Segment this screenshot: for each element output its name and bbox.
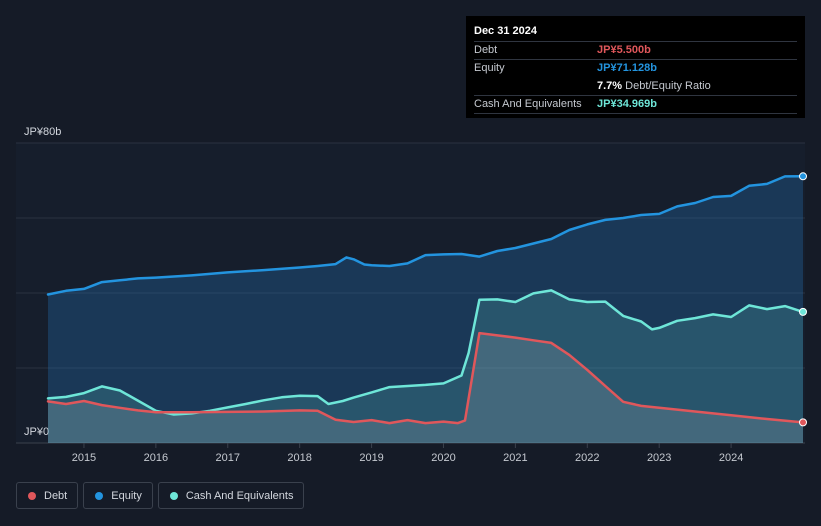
tooltip-debt-value: JP¥5.500b: [597, 44, 651, 56]
legend-item-equity[interactable]: Equity: [83, 482, 153, 509]
cash-area: [48, 290, 803, 443]
debt-area: [48, 333, 803, 443]
legend-debt-label: Debt: [44, 489, 68, 502]
tooltip-equity-label: Equity: [474, 62, 505, 74]
x-tick-label: 2021: [503, 452, 527, 464]
x-tick-label: 2016: [144, 452, 168, 464]
equity-area: [48, 176, 803, 444]
tooltip-date: Dec 31 2024: [474, 25, 537, 37]
cash-end-marker: [799, 307, 807, 316]
tooltip-ratio-label: Debt/Equity Ratio: [625, 80, 711, 92]
cash-line: [46, 289, 805, 416]
legend-item-debt[interactable]: Debt: [16, 482, 79, 509]
tooltip-equity-row: Equity JP¥71.128b: [474, 59, 797, 77]
debt-line: [46, 331, 805, 425]
tooltip-ratio-row: 7.7% Debt/Equity Ratio: [474, 77, 797, 95]
x-tick-label: 2022: [575, 452, 599, 464]
y-axis-top-label: JP¥80b: [24, 126, 61, 138]
x-tick-label: 2019: [359, 452, 383, 464]
x-tick-label: 2020: [431, 452, 455, 464]
tooltip-ratio-value: 7.7%: [597, 80, 623, 92]
y-axis-bottom-label: JP¥0: [24, 426, 49, 438]
tooltip-debt-label: Debt: [474, 44, 498, 56]
x-tick-label: 2024: [719, 452, 743, 464]
legend-cash-label: Cash And Equivalents: [185, 489, 294, 502]
chart-tooltip: Dec 31 2024 Debt JP¥5.500b Equity JP¥71.…: [466, 16, 805, 118]
equity-end-marker: [799, 172, 807, 181]
chart-legend: Debt Equity Cash And Equivalents: [16, 482, 309, 509]
legend-item-cash[interactable]: Cash And Equivalents: [157, 482, 305, 509]
x-tick-label: 2023: [647, 452, 671, 464]
legend-debt-dot-icon: [28, 491, 36, 500]
tooltip-cash-label: Cash And Equivalents: [474, 98, 582, 110]
equity-line: [46, 175, 805, 296]
tooltip-cash-row: Cash And Equivalents JP¥34.969b: [474, 95, 797, 114]
debt-end-marker: [799, 418, 807, 427]
tooltip-equity-value: JP¥71.128b: [597, 62, 657, 74]
legend-cash-dot-icon: [169, 491, 178, 500]
x-tick-label: 2015: [72, 452, 96, 464]
legend-equity-label: Equity: [111, 489, 142, 502]
x-tick-label: 2018: [287, 452, 311, 464]
tooltip-debt-row: Debt JP¥5.500b: [474, 41, 797, 59]
legend-equity-dot-icon: [95, 491, 104, 500]
x-tick-label: 2017: [216, 452, 240, 464]
tooltip-cash-value: JP¥34.969b: [597, 98, 657, 110]
